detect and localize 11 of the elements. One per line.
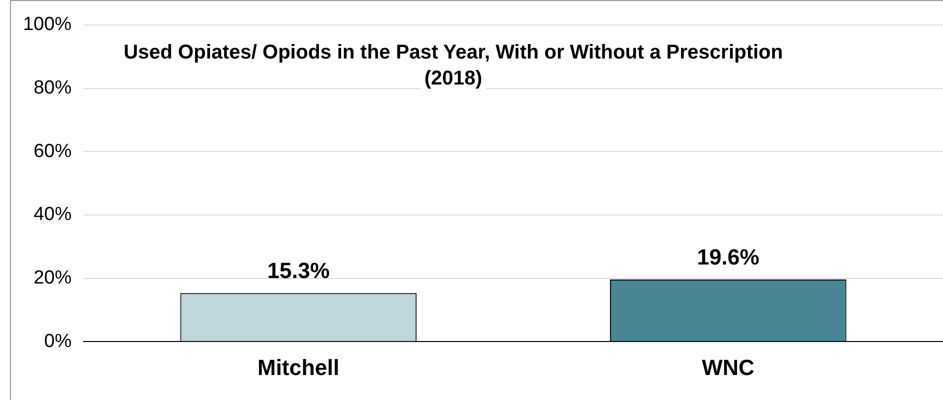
y-tick-label: 20%: [34, 268, 72, 289]
x-tick-label: Mitchell: [257, 354, 340, 380]
y-tick-label: 40%: [34, 204, 72, 226]
x-tick-label: WNC: [702, 354, 755, 380]
y-tick-label: 0%: [44, 330, 72, 352]
y-tick-label: 100%: [22, 14, 72, 36]
data-label: 15.3%: [267, 258, 330, 284]
data-label: 19.6%: [696, 244, 760, 270]
y-tick-label: 60%: [34, 140, 72, 162]
text: Used Opiates/ Opiods in the Past Year, With or Without a Prescription (2018): [124, 42, 783, 90]
y-tick-label: 80%: [34, 78, 72, 99]
